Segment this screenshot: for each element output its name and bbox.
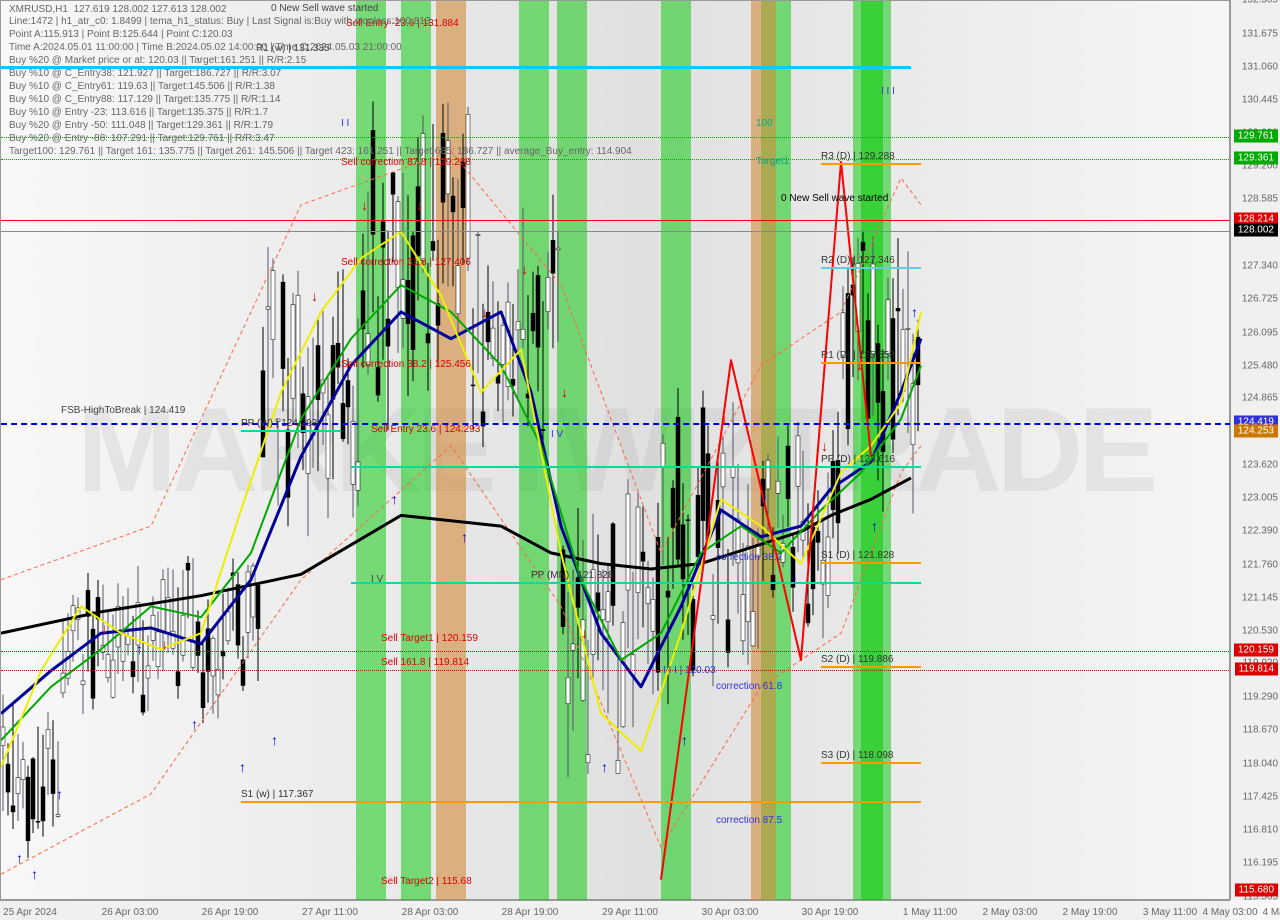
y-axis: 132.305131.675131.060130.445129.830129.2… bbox=[1230, 0, 1280, 900]
watermark: MARKETWIZTRADE bbox=[77, 381, 1154, 519]
x-axis: 25 Apr 202426 Apr 03:0026 Apr 19:0027 Ap… bbox=[0, 900, 1230, 920]
chart-title: XMRUSD,H1 127.619 128.002 127.613 128.00… bbox=[9, 4, 226, 15]
chart-area[interactable]: MARKETWIZTRADE R3 (D) | 129.288R2 (D) | … bbox=[0, 0, 1230, 900]
top-label: 0 New Sell wave started bbox=[271, 3, 378, 14]
